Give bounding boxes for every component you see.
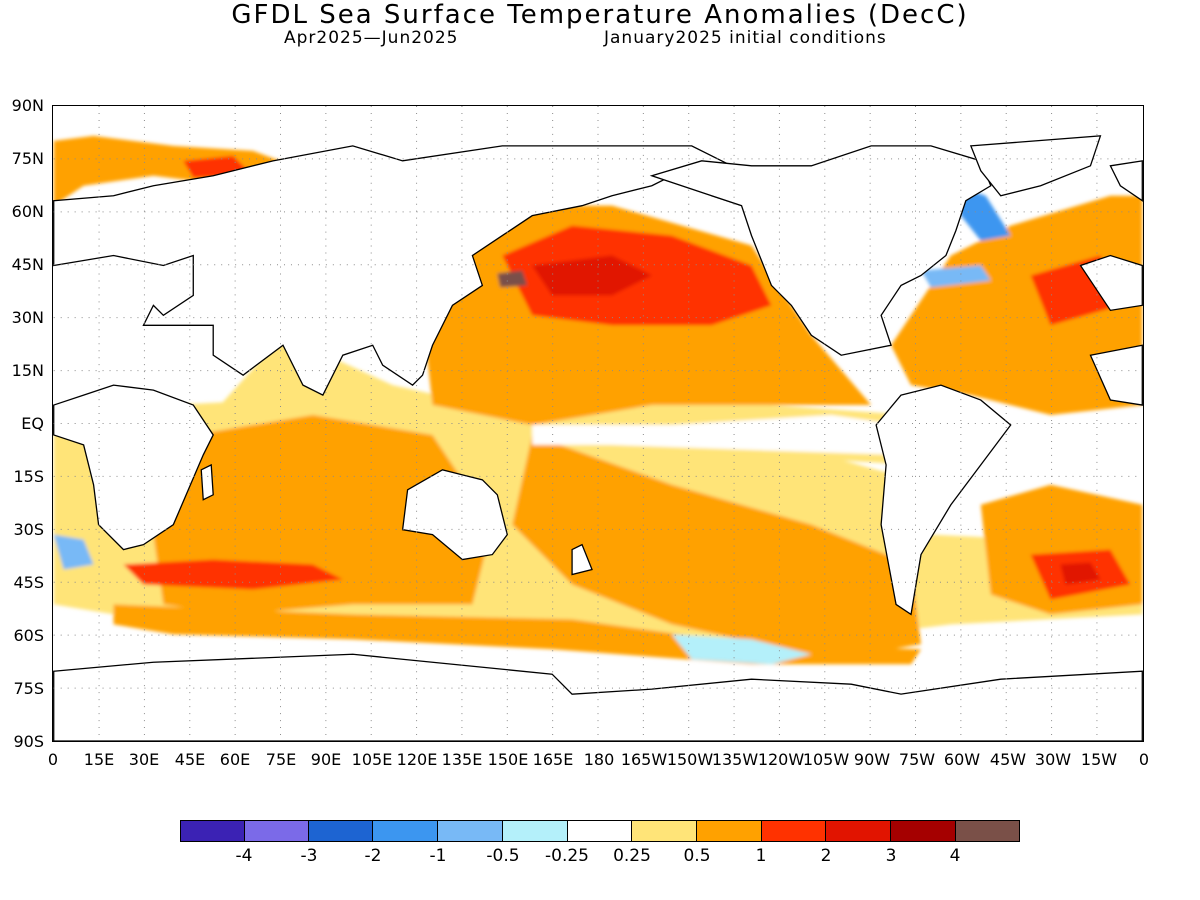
anomaly-region-southern-cool [671, 634, 812, 665]
land-africa-west [1089, 344, 1143, 406]
map-title: GFDL Sea Surface Temperature Anomalies (… [231, 0, 969, 30]
colorbar-label: 4 [949, 846, 961, 866]
graticule [53, 106, 1143, 741]
lat-label: 30S [13, 520, 44, 539]
lon-label: 45E [174, 750, 206, 769]
colorbar-swatch [372, 820, 438, 842]
colorbar-label: 0.25 [613, 846, 651, 866]
land-madagascar [200, 463, 214, 501]
lon-label: 90E [310, 750, 342, 769]
anomaly-field-layer [53, 135, 1143, 665]
lat-label: 45N [11, 255, 44, 274]
anomaly-region-peak [497, 270, 528, 288]
anomaly-region-indian-red-streak [123, 559, 343, 590]
lon-label: 15E [83, 750, 115, 769]
colorbar-swatch [696, 820, 762, 842]
colorbar-swatch [761, 820, 826, 842]
lat-label: 60S [13, 626, 44, 645]
anomaly-region-south-atlantic-darkred [1060, 562, 1101, 585]
lon-label: 165E [532, 750, 574, 769]
lon-label: 150E [487, 750, 529, 769]
lat-label: 45S [13, 573, 44, 592]
lon-label: 75W [898, 750, 936, 769]
lon-label: 105E [351, 750, 393, 769]
lat-label: 30N [11, 308, 44, 327]
continent-outlines [53, 135, 1143, 741]
lat-label: 75S [13, 679, 44, 698]
lon-label: 30E [128, 750, 160, 769]
colorbar-label: -4 [235, 846, 253, 866]
colorbar-swatch [955, 820, 1020, 842]
land-north-america [649, 145, 992, 356]
lon-label: 120W [757, 750, 805, 769]
colorbar-label: -0.5 [486, 846, 520, 866]
anomaly-region-south-indian-cool [53, 534, 94, 570]
lon-label: 90W [853, 750, 891, 769]
sst-anomaly-map [52, 105, 1144, 742]
anomaly-region-north-atlantic-orange [891, 195, 1143, 416]
lon-label: 105W [802, 750, 850, 769]
anomaly-region-labrador-cool [955, 185, 1011, 241]
colorbar-label: -3 [300, 846, 318, 866]
colorbar-label: -0.25 [545, 846, 589, 866]
colorbar-label: -1 [429, 846, 447, 866]
colorbar-swatch [825, 820, 891, 842]
anomaly-region-gulf-stream-cool [920, 265, 991, 288]
colorbar-swatch [180, 820, 245, 842]
land-greenland-east [1109, 160, 1143, 202]
land-greenland [969, 135, 1102, 197]
land-eurasia [53, 145, 743, 396]
colorbar-label: -2 [364, 846, 382, 866]
lon-label: 180 [583, 750, 615, 769]
colorbar-swatch [567, 820, 632, 842]
land-australia [401, 469, 508, 561]
lon-label: 60W [943, 750, 981, 769]
lat-label: EQ [21, 414, 44, 433]
lat-label: 90S [13, 732, 44, 751]
lon-label: 0 [47, 750, 59, 769]
lat-label: 75N [11, 149, 44, 168]
colorbar-label: 3 [885, 846, 897, 866]
land-antarctica [53, 653, 1143, 741]
lon-label: 135E [441, 750, 483, 769]
lat-label: 60N [11, 202, 44, 221]
lat-label: 90N [11, 96, 44, 115]
anomaly-region-arctic-orange [53, 135, 293, 206]
colorbar-swatch [244, 820, 309, 842]
lon-label: 30W [1034, 750, 1072, 769]
colorbar-swatch [502, 820, 568, 842]
colorbar-swatch [890, 820, 956, 842]
anomaly-region-south-pacific-orange [512, 434, 921, 660]
lon-label: 15W [1080, 750, 1118, 769]
season-subtitle: Apr2025—Jun2025 [284, 28, 459, 48]
land-europe-west [1079, 254, 1143, 312]
lon-label: 150W [666, 750, 714, 769]
land-south-america [875, 384, 1012, 616]
lon-label: 60E [219, 750, 251, 769]
colorbar-swatch [437, 820, 503, 842]
colorbar-label: 2 [820, 846, 832, 866]
lon-label: 135W [711, 750, 759, 769]
init-conditions-subtitle: January2025 initial conditions [604, 28, 887, 48]
lon-label: 75E [265, 750, 297, 769]
colorbar-label: 0.5 [683, 846, 711, 866]
colorbar-swatch [631, 820, 697, 842]
lat-label: 15N [11, 361, 44, 380]
lon-label: 165W [620, 750, 668, 769]
lon-label: 120E [396, 750, 438, 769]
land-africa [53, 384, 214, 551]
map-canvas [53, 106, 1143, 741]
anomaly-region-kuroshio-darkred [532, 255, 652, 296]
lat-label: 15S [13, 467, 44, 486]
colorbar-swatch [308, 820, 373, 842]
land-new-zealand [571, 543, 593, 576]
lon-label: 0 [1138, 750, 1150, 769]
lon-label: 45W [989, 750, 1027, 769]
colorbar-label: 1 [755, 846, 767, 866]
